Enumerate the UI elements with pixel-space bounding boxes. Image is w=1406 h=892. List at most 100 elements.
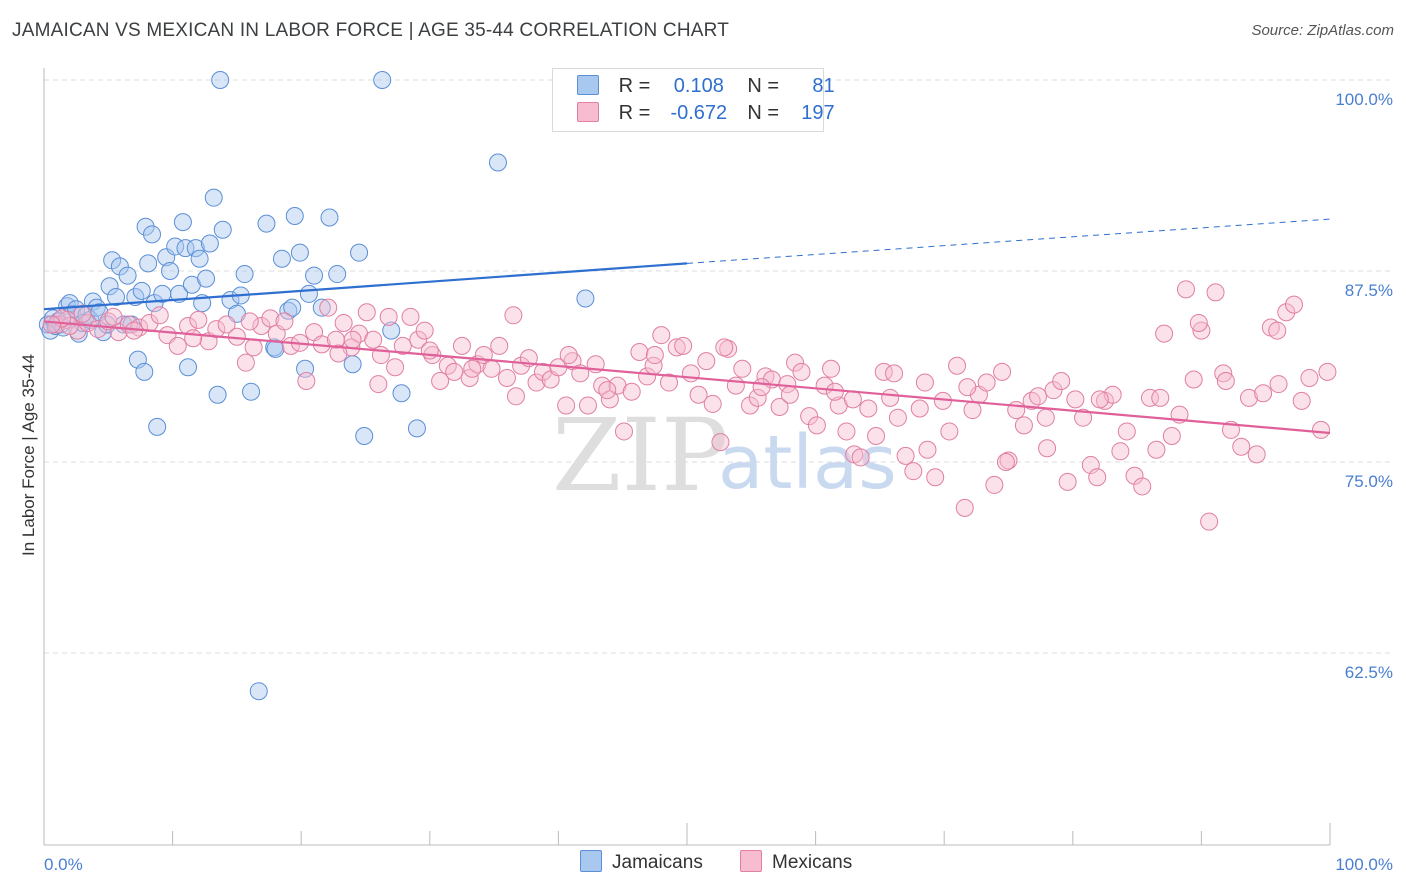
axes	[43, 68, 1331, 846]
point-mexicans	[1239, 388, 1258, 407]
point-mexicans	[622, 382, 641, 401]
point-mexicans	[703, 394, 722, 413]
point-jamaicans	[299, 284, 318, 303]
source-label: Source: ZipAtlas.com	[1251, 22, 1394, 39]
point-mexicans	[1269, 375, 1288, 394]
point-mexicans	[881, 388, 900, 407]
point-mexicans	[948, 356, 967, 375]
point-mexicans	[1022, 391, 1041, 410]
point-mexicans	[733, 359, 752, 378]
point-mexicans	[275, 312, 294, 331]
y-tick-label: 75.0%	[1345, 472, 1393, 491]
point-mexicans	[1176, 280, 1195, 299]
point-mexicans	[1232, 437, 1251, 456]
point-jamaicans	[107, 287, 126, 306]
legend-r-label: R =	[618, 75, 651, 97]
point-mexicans	[1117, 422, 1136, 441]
legend-n-value: 197	[801, 102, 835, 124]
point-mexicans	[926, 468, 945, 487]
point-mexicans	[598, 381, 617, 400]
bottom-legend-jamaicans: Jamaicans	[580, 850, 703, 874]
point-jamaicans	[135, 362, 154, 381]
point-jamaicans	[143, 225, 162, 244]
point-jamaicans	[312, 298, 331, 317]
point-mexicans	[940, 422, 959, 441]
point-mexicans	[896, 446, 915, 465]
point-mexicans	[652, 326, 671, 345]
point-mexicans	[837, 422, 856, 441]
point-mexicans	[748, 388, 767, 407]
point-mexicans	[482, 359, 501, 378]
point-mexicans	[741, 396, 760, 415]
stats-legend: R = 0.108 N = 81 R = -0.672 N = 197	[552, 68, 835, 132]
point-jamaicans	[343, 355, 362, 374]
legend-row-jamaicans: R = 0.108 N = 81	[577, 75, 835, 101]
point-mexicans	[867, 427, 886, 446]
point-mexicans	[1216, 372, 1235, 391]
chart-title: JAMAICAN VS MEXICAN IN LABOR FORCE | AGE…	[12, 20, 730, 41]
point-mexicans	[1036, 408, 1055, 427]
point-mexicans	[1277, 303, 1296, 322]
point-mexicans	[319, 298, 338, 317]
point-jamaicans	[257, 214, 276, 233]
legend-n-label: N =	[747, 102, 780, 124]
point-jamaicans	[197, 269, 216, 288]
point-mexicans	[78, 313, 97, 332]
point-mexicans	[452, 336, 471, 355]
point-jamaicans	[407, 419, 426, 438]
x-tick-labels: 0.0% 100.0%	[44, 855, 1393, 874]
y-tick-label: 100.0%	[1335, 90, 1393, 109]
point-mexicans	[1292, 391, 1311, 410]
point-mexicans	[379, 307, 398, 326]
watermark: ZIP atlas	[552, 397, 897, 514]
point-mexicans	[659, 373, 678, 392]
point-mexicans	[240, 312, 259, 331]
point-jamaicans	[249, 682, 268, 701]
point-mexicans	[1162, 427, 1181, 446]
point-mexicans	[1058, 472, 1077, 491]
point-mexicans	[150, 306, 169, 325]
point-mexicans	[638, 367, 657, 386]
point-mexicans	[645, 346, 664, 365]
legend-r-value: -0.672	[670, 102, 728, 124]
series-jamaicans-points	[38, 71, 595, 701]
point-mexicans	[431, 372, 450, 391]
point-jamaicans	[235, 265, 254, 284]
point-mexicans	[1268, 321, 1287, 340]
point-mexicans	[490, 336, 509, 355]
point-mexicans	[918, 440, 937, 459]
point-mexicans	[261, 309, 280, 328]
point-jamaicans	[179, 358, 198, 377]
point-mexicans	[715, 338, 734, 357]
point-mexicans	[1300, 368, 1319, 387]
point-mexicans	[1311, 420, 1330, 439]
point-mexicans	[1088, 468, 1107, 487]
point-mexicans	[726, 376, 745, 395]
point-jamaicans	[118, 266, 137, 285]
point-mexicans	[1038, 439, 1057, 458]
point-jamaicans	[290, 243, 309, 262]
watermark-zip: ZIP	[552, 397, 728, 514]
point-mexicans	[415, 321, 434, 340]
point-mexicans	[1200, 512, 1219, 531]
bottom-legend-mexicans: Mexicans	[740, 850, 852, 874]
point-mexicans	[236, 353, 255, 372]
point-jamaicans	[211, 71, 230, 89]
point-jamaicans	[190, 249, 209, 268]
point-jamaicans	[285, 206, 304, 225]
point-mexicans	[711, 433, 730, 452]
point-jamaicans	[110, 257, 129, 276]
point-mexicans	[689, 385, 708, 404]
point-mexicans	[189, 310, 208, 329]
point-mexicans	[910, 399, 929, 418]
point-mexicans	[357, 303, 376, 322]
point-mexicans	[800, 407, 819, 426]
point-mexicans	[985, 475, 1004, 494]
point-jamaicans	[200, 234, 219, 253]
point-mexicans	[780, 385, 799, 404]
point-mexicans	[1066, 390, 1085, 409]
point-mexicans	[252, 317, 271, 336]
point-mexicans	[497, 368, 516, 387]
point-mexicans	[822, 359, 841, 378]
point-mexicans	[217, 315, 236, 334]
